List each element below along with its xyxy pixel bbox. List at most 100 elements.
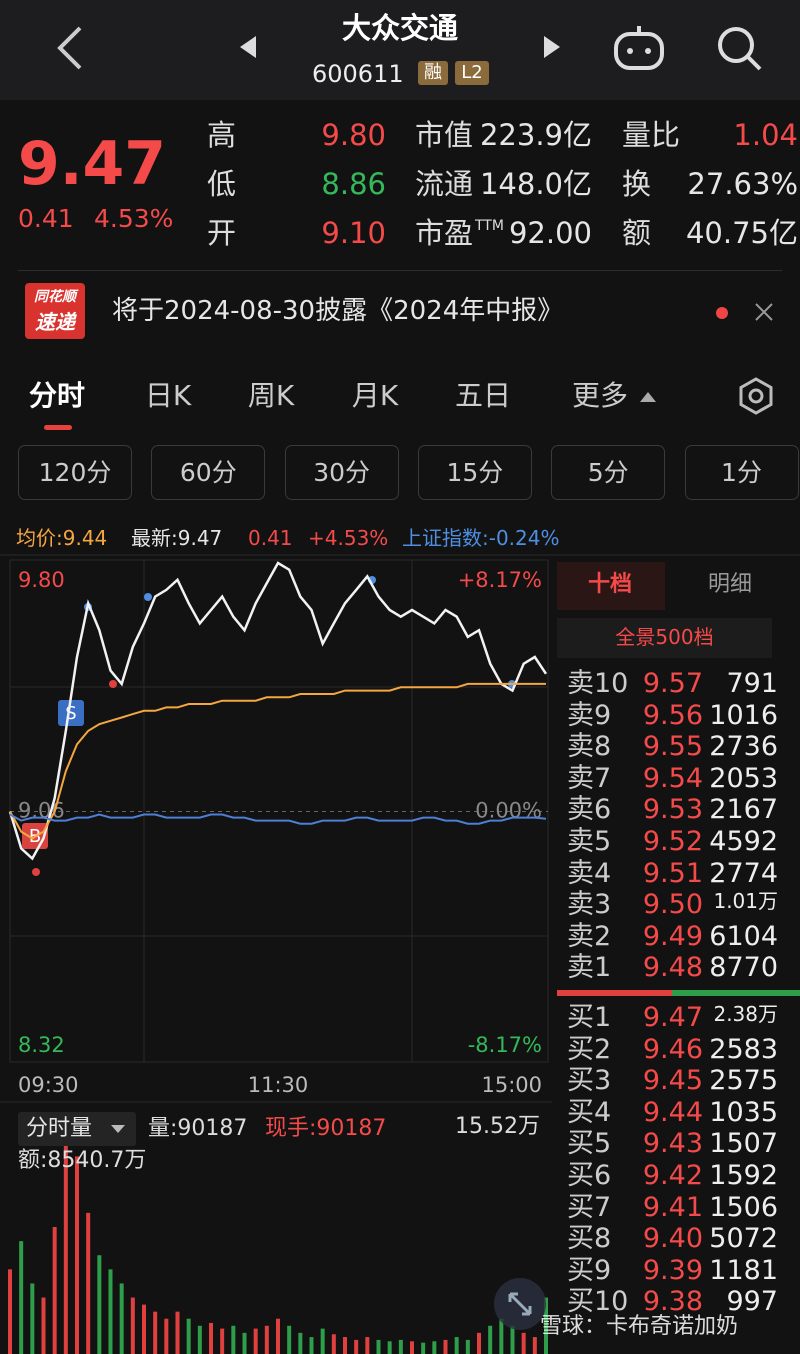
chart-tab[interactable]: 更多 [571,379,629,412]
book-volume: 2167 [709,794,778,826]
period-label: 1分 [721,458,762,487]
book-label: 买7 [567,1191,612,1223]
book-volume: 8770 [709,952,778,984]
volume-bar [41,1297,46,1354]
book-volume: 6104 [709,920,778,952]
search-icon[interactable] [718,27,762,71]
period-label: 120分 [38,458,112,487]
x-tick-label: 15:00 [481,1073,542,1097]
book-volume: 4592 [709,826,778,857]
next-stock[interactable] [544,36,560,58]
chart-tab[interactable]: 月K [351,379,399,412]
period-button[interactable] [417,445,532,500]
period-label: 60分 [179,458,237,487]
chart-tab[interactable]: 五日 [454,379,512,412]
period-button[interactable] [284,445,399,500]
stat-label: 高 [207,118,237,152]
volume-max-label: 15.52万 [455,1114,540,1139]
tab-indicator [44,425,72,430]
chart-tab[interactable]: 周K [247,379,295,412]
volume-bar [477,1332,481,1354]
volume-title: 分时量 [26,1116,93,1141]
settings-icon[interactable] [736,376,776,416]
period-button[interactable] [18,445,132,500]
volume-bar [8,1269,12,1354]
y-tick-label: 9.80 [18,568,65,592]
book-price: 9.38 [642,1286,703,1318]
book-price: 9.48 [642,952,703,984]
book-volume: 2575 [709,1065,778,1097]
margin-badge: 融 [418,61,448,85]
period-button[interactable] [684,445,799,500]
volume-bar [343,1337,347,1354]
volume-bar [209,1322,213,1354]
period-label: 5分 [587,458,629,487]
avg-price: 均价:9.44 [16,526,108,550]
prev-stock[interactable] [240,36,256,58]
book-volume: 2.38万 [713,1002,778,1026]
book-price: 9.51 [642,857,703,889]
book-label: 卖3 [567,889,612,921]
volume-bar [119,1283,124,1354]
volume-value: 量:90187 [148,1116,248,1141]
volume-bar [242,1332,247,1354]
stat-label: 量比 [622,118,681,152]
book-price: 9.42 [642,1160,703,1191]
volume-bar [86,1212,91,1354]
latest-price: 最新:9.47 [131,526,223,550]
current-hand: 现手:90187 [265,1116,387,1141]
amount-value: 额:8540.7万 [18,1148,147,1173]
book-price: 9.44 [642,1096,703,1128]
book-volume: 791 [726,668,778,699]
period-button[interactable] [151,445,266,500]
series-line [8,561,548,861]
book-volume: 1016 [709,699,778,731]
stat-value: 9.80 [321,118,386,152]
volume-bar [276,1318,280,1354]
volume-bar [398,1339,403,1354]
book-label: 卖9 [567,699,612,731]
robot-icon[interactable] [614,26,664,70]
tab-level10[interactable]: 十档 [587,572,633,597]
book-volume: 1507 [709,1128,778,1160]
volume-bar [175,1311,180,1354]
volume-bar [331,1334,336,1354]
notice-logo-bottom: 速递 [35,310,75,334]
depth-link[interactable]: 全景500档 [615,625,714,649]
back-button[interactable] [57,26,82,70]
book-price: 9.52 [642,826,703,857]
more-arrow [640,392,656,402]
book-label: 卖8 [567,731,612,763]
stat-value: 92.00 [508,216,592,250]
book-volume: 1181 [709,1254,778,1286]
x-tick-label: 09:30 [18,1073,79,1097]
y-tick-label: 8.32 [18,1033,65,1057]
volume-bar [287,1325,292,1354]
tab-detail[interactable]: 明细 [707,572,753,597]
volume-bar [75,1156,79,1354]
watermark: 雪球：卡布奇诺加奶 [540,1314,739,1339]
volume-bar [544,1297,548,1354]
fullscreen-button[interactable] [492,1276,548,1332]
book-volume: 1035 [709,1096,778,1128]
info-change-pct: +4.53% [308,526,389,550]
volume-bar [231,1325,236,1354]
chart-tab[interactable]: 日K [144,379,192,412]
book-price: 9.50 [642,889,703,921]
stat-value: 8.86 [321,167,386,201]
stat-value: 148.0亿 [479,167,592,201]
chart-tab[interactable]: 分时 [28,379,86,412]
notice-text[interactable]: 将于2024-08-30披露《2024年中报》 [112,296,564,326]
period-button[interactable] [551,445,666,500]
book-label: 卖4 [567,857,612,889]
dropdown-arrow [111,1125,125,1133]
volume-bar [443,1339,448,1354]
volume-bar [510,1325,515,1354]
bid-strength [557,990,672,996]
stat-value: 27.63% [687,167,798,201]
volume-bar [63,1135,68,1354]
volume-bar [186,1318,191,1354]
book-price: 9.43 [642,1128,703,1160]
close-notice[interactable] [752,300,776,324]
